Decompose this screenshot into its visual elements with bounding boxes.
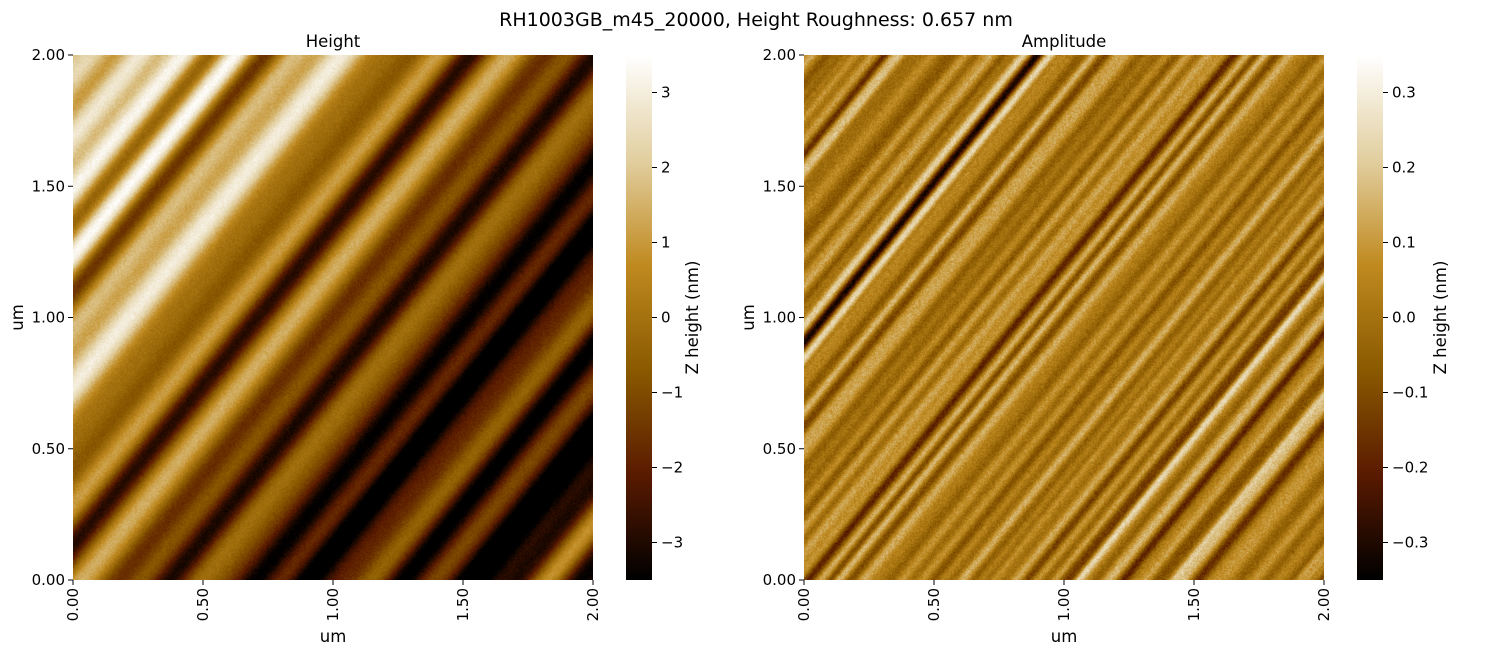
height-colorbar-tick-label: 2: [661, 159, 671, 177]
height-y-tick-label: 1.50: [32, 177, 65, 195]
amplitude-colorbar-tick-label: −0.2: [1392, 459, 1428, 477]
height-heatmap: [73, 55, 593, 580]
amplitude-colorbar-tick-label: −0.1: [1392, 384, 1428, 402]
amplitude-x-axis-label: um: [1051, 627, 1078, 646]
amplitude-x-tick-label: 2.00: [1315, 588, 1333, 621]
amplitude-y-axis-label: um: [739, 304, 758, 331]
height-y-tick-label: 0.00: [32, 571, 65, 589]
amplitude-colorbar-tick-label: 0.0: [1392, 309, 1416, 327]
height-x-tick-label: 1.00: [324, 588, 342, 621]
amplitude-y-tick-label: 0.00: [763, 571, 796, 589]
amplitude-colorbar: [1357, 55, 1383, 580]
amplitude-colorbar-tick-label: −0.3: [1392, 534, 1428, 552]
amplitude-colorbar-label: Z height (nm): [1431, 261, 1450, 375]
height-colorbar-tick-label: −1: [661, 384, 683, 402]
height-y-axis-label: um: [8, 304, 27, 331]
height-y-tick-label: 1.00: [32, 309, 65, 327]
amplitude-x-tick-label: 1.50: [1185, 588, 1203, 621]
height-x-tick-label: 2.00: [584, 588, 602, 621]
height-x-tick-label: 0.50: [194, 588, 212, 621]
amplitude-x-tick-label: 1.00: [1055, 588, 1073, 621]
amplitude-x-tick-label: 0.50: [925, 588, 943, 621]
height-colorbar-label: Z height (nm): [683, 261, 702, 375]
height-y-tick-label: 0.50: [32, 440, 65, 458]
height-colorbar: [626, 55, 652, 580]
height-colorbar-tick-label: 1: [661, 234, 671, 252]
figure-suptitle: RH1003GB_m45_20000, Height Roughness: 0.…: [499, 9, 1013, 31]
height-colorbar-tick-label: 3: [661, 84, 671, 102]
height-x-axis-label: um: [320, 627, 347, 646]
height-colorbar-tick-label: 0: [661, 309, 671, 327]
amplitude-colorbar-tick-label: 0.1: [1392, 234, 1416, 252]
height-y-tick-label: 2.00: [32, 46, 65, 64]
amplitude-x-tick-label: 0.00: [795, 588, 813, 621]
height-panel-title: Height: [305, 32, 361, 51]
height-x-tick-label: 1.50: [454, 588, 472, 621]
amplitude-colorbar-tick-label: 0.2: [1392, 159, 1416, 177]
amplitude-panel-title: Amplitude: [1021, 32, 1107, 51]
amplitude-y-tick-label: 1.50: [763, 177, 796, 195]
height-colorbar-tick-label: −2: [661, 459, 683, 477]
amplitude-y-tick-label: 0.50: [763, 440, 796, 458]
amplitude-y-tick-label: 1.00: [763, 309, 796, 327]
amplitude-y-tick-label: 2.00: [763, 46, 796, 64]
height-x-tick-label: 0.00: [64, 588, 82, 621]
amplitude-colorbar-tick-label: 0.3: [1392, 84, 1416, 102]
height-colorbar-tick-label: −3: [661, 534, 683, 552]
amplitude-heatmap: [804, 55, 1324, 580]
